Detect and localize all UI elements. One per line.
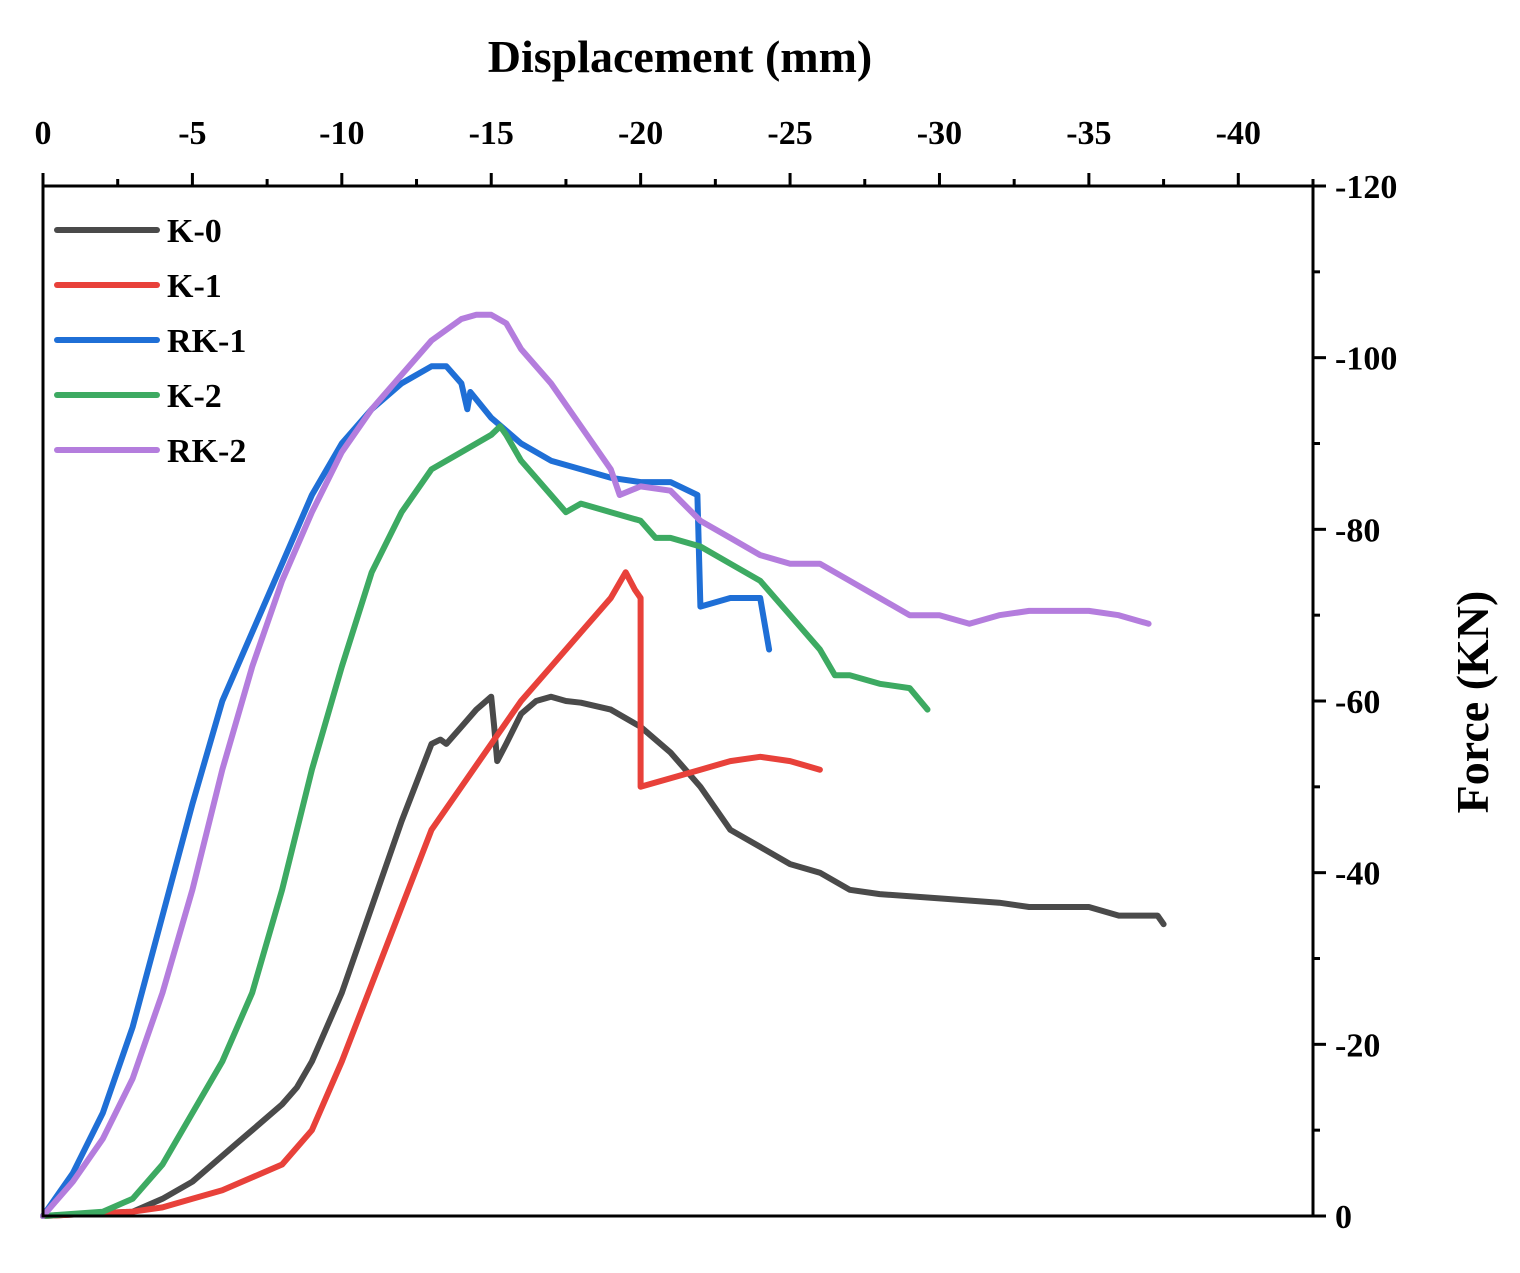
x-tick-label: 0 bbox=[35, 115, 52, 152]
legend-label-rk-2: RK-2 bbox=[167, 433, 246, 470]
series-line-rk-1 bbox=[40, 363, 773, 1219]
y-tick-label: -100 bbox=[1335, 341, 1397, 378]
x-tick-label: -20 bbox=[618, 115, 663, 152]
x-tick-label: -25 bbox=[767, 115, 812, 152]
legend: K-0 K-1 RK-1 K-2 RK-2 bbox=[54, 213, 246, 470]
y-tick-label: -80 bbox=[1335, 512, 1380, 549]
series-line-rk-2 bbox=[40, 311, 1152, 1219]
x-tick-label: -10 bbox=[319, 115, 364, 152]
plot-frame bbox=[41, 184, 1315, 1218]
series-line-k-1 bbox=[40, 569, 823, 1219]
x-tick-label: -30 bbox=[917, 115, 962, 152]
series-line-k-2 bbox=[40, 423, 931, 1219]
y-axis-title: Force (KN) bbox=[1447, 591, 1498, 814]
x-tick-label: -5 bbox=[178, 115, 206, 152]
ticks-layer: 0 -5 -10 -15 -20 -25 -30 -35 -40 0 -20 -40 -60 -80 -10… bbox=[35, 115, 1398, 1236]
x-axis-title: Displacement (mm) bbox=[488, 31, 873, 82]
legend-label-k-0: K-0 bbox=[167, 213, 222, 250]
legend-label-k-2: K-2 bbox=[167, 378, 222, 415]
y-tick-label: 0 bbox=[1335, 1199, 1352, 1236]
legend-label-rk-1: RK-1 bbox=[167, 323, 246, 360]
x-tick-label: -35 bbox=[1066, 115, 1111, 152]
series-layer bbox=[40, 311, 1167, 1219]
y-tick-label: -40 bbox=[1335, 856, 1380, 893]
x-tick-label: -40 bbox=[1216, 115, 1261, 152]
y-tick-label: -20 bbox=[1335, 1027, 1380, 1064]
y-tick-label: -60 bbox=[1335, 684, 1380, 721]
y-tick-label: -120 bbox=[1335, 169, 1397, 206]
legend-label-k-1: K-1 bbox=[167, 268, 222, 305]
x-tick-label: -15 bbox=[469, 115, 514, 152]
series-line-k-0 bbox=[40, 693, 1167, 1219]
